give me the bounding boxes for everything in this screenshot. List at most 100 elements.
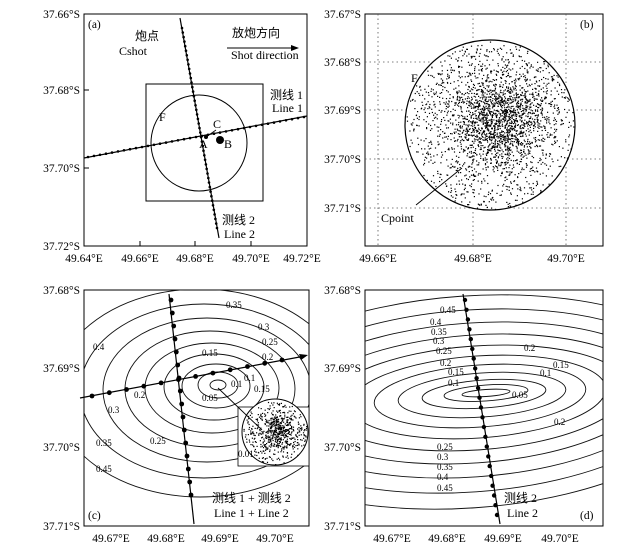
reflection-point (506, 111, 508, 113)
reflection-point (462, 165, 464, 167)
reflection-point (428, 94, 430, 96)
reflection-point (453, 148, 455, 150)
reflection-point (430, 156, 432, 158)
reflection-point (511, 151, 513, 153)
reflection-point (278, 457, 280, 459)
reflection-point (429, 107, 431, 109)
reflection-point (450, 133, 452, 135)
reflection-point (271, 431, 273, 433)
reflection-point (480, 157, 482, 159)
reflection-point (540, 163, 542, 165)
station-marker (236, 127, 240, 131)
reflection-point (265, 414, 267, 416)
reflection-point (515, 115, 518, 118)
reflection-point (436, 154, 438, 156)
reflection-point (511, 111, 513, 113)
reflection-point (460, 106, 462, 109)
reflection-point (465, 118, 467, 120)
reflection-point (257, 414, 259, 416)
reflection-point (295, 445, 297, 447)
reflection-point (462, 102, 465, 104)
reflection-point (489, 144, 491, 146)
reflection-point (493, 69, 495, 71)
reflection-point (478, 115, 480, 117)
reflection-point (279, 459, 281, 461)
reflection-point (549, 134, 551, 136)
reflection-point (508, 68, 510, 70)
c-clabel-8: 0.3 (108, 405, 120, 415)
reflection-point (460, 148, 463, 150)
reflection-point (494, 165, 497, 167)
reflection-point (513, 180, 516, 182)
reflection-point (512, 164, 514, 166)
reflection-point (293, 437, 295, 439)
reflection-point (482, 118, 484, 120)
reflection-point (475, 58, 477, 60)
reflection-point (485, 196, 487, 198)
reflection-point (504, 125, 506, 127)
reflection-point (259, 429, 261, 432)
survey-line-2-stations (180, 26, 219, 230)
reflection-point (529, 104, 531, 106)
reflection-point (483, 113, 485, 115)
reflection-point (504, 99, 506, 101)
reflection-point (438, 73, 440, 75)
reflection-point (520, 117, 523, 119)
reflection-point (568, 134, 571, 136)
reflection-point (526, 122, 528, 124)
station-marker (194, 135, 198, 139)
reflection-point (454, 200, 456, 202)
reflection-point (464, 50, 466, 52)
reflection-point (522, 105, 524, 107)
reflection-point (518, 112, 520, 114)
reflection-point (487, 182, 489, 185)
reflection-point (507, 89, 509, 92)
reflection-point (526, 63, 528, 65)
reflection-point (514, 97, 516, 99)
reflection-point (543, 63, 545, 65)
reflection-point (282, 425, 284, 427)
reflection-point (452, 124, 454, 126)
station-marker (471, 356, 476, 361)
reflection-point (500, 105, 502, 107)
reflection-point (272, 419, 274, 421)
reflection-point (539, 145, 542, 147)
reflection-point (549, 153, 552, 155)
reflection-point (476, 130, 478, 132)
reflection-point (469, 111, 471, 114)
reflection-point (522, 134, 524, 136)
reflection-point (517, 100, 519, 102)
reflection-point (472, 155, 474, 157)
station-marker (180, 26, 184, 30)
reflection-point (515, 145, 517, 147)
reflection-point (263, 438, 265, 440)
reflection-point (469, 134, 471, 136)
reflection-point (568, 126, 570, 128)
reflection-point (248, 423, 250, 426)
reflection-point (541, 114, 543, 116)
reflection-point (437, 141, 439, 143)
reflection-point (437, 95, 439, 97)
reflection-point (450, 122, 452, 124)
reflection-point (282, 432, 284, 434)
reflection-point (494, 94, 496, 96)
reflection-point (481, 127, 483, 129)
reflection-point (517, 105, 519, 107)
reflection-point (292, 437, 294, 439)
reflection-point (467, 153, 469, 155)
reflection-point (497, 156, 500, 158)
reflection-point (485, 80, 487, 82)
reflection-point (506, 69, 508, 72)
reflection-point (272, 435, 274, 437)
reflection-point (525, 176, 527, 179)
reflection-point (446, 69, 449, 71)
reflection-point (300, 439, 302, 441)
reflection-point (513, 123, 515, 125)
reflection-point (504, 142, 507, 144)
reflection-point (529, 168, 532, 170)
reflection-point (469, 184, 471, 187)
reflection-point (548, 103, 550, 105)
reflection-point (445, 101, 447, 103)
reflection-point (483, 108, 485, 110)
b-ytick-3: 37.70°S (324, 154, 361, 166)
